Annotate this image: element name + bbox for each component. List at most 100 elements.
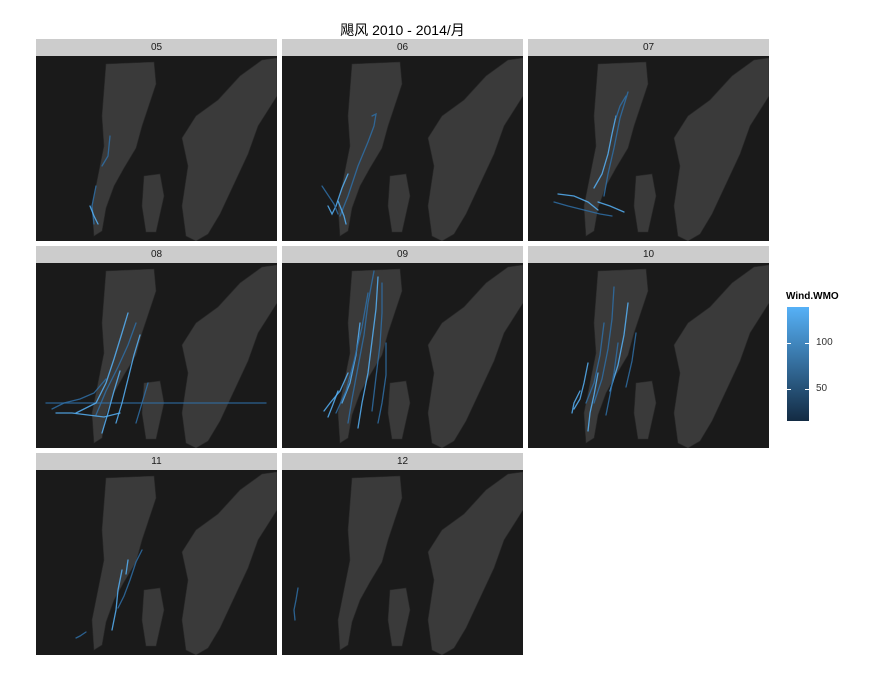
storm-track <box>339 112 377 217</box>
storm-track <box>625 332 637 388</box>
land-shape <box>181 471 277 655</box>
land-shape <box>141 587 165 647</box>
legend-mark-right-100 <box>805 343 809 345</box>
storm-track <box>593 286 615 404</box>
facet-05: 05 <box>36 39 277 241</box>
storm-track <box>327 390 339 418</box>
storm-track <box>115 334 141 424</box>
land-shape <box>633 173 657 233</box>
facet-map <box>553 57 769 241</box>
land-shape <box>337 475 403 651</box>
land-shape <box>181 264 277 448</box>
land-shape <box>387 587 411 647</box>
storm-track <box>585 322 605 404</box>
facet-panel <box>282 263 523 448</box>
facet-12: 12 <box>282 453 523 655</box>
storm-track <box>337 200 347 225</box>
land-shape <box>387 380 411 440</box>
storm-track <box>603 91 629 197</box>
storm-track <box>327 173 349 216</box>
facet-panel <box>36 56 277 241</box>
legend-mark-right-50 <box>805 389 809 391</box>
storm-track <box>341 322 361 404</box>
storm-track <box>347 270 375 424</box>
storm-track <box>553 201 613 217</box>
legend-tick-50: 50 <box>816 383 828 395</box>
storm-track <box>75 312 129 414</box>
storm-track <box>101 370 121 434</box>
storm-track <box>571 390 581 414</box>
facet-07: 07 <box>528 39 769 241</box>
facet-10: 10 <box>528 246 769 448</box>
storm-track <box>117 549 143 609</box>
facet-strip-label: 08 <box>36 246 277 263</box>
facet-strip-label: 10 <box>528 246 769 263</box>
land-shape <box>181 57 277 241</box>
land-shape <box>673 57 769 241</box>
facet-panel <box>528 56 769 241</box>
facet-panel <box>282 470 523 655</box>
storm-track <box>95 322 137 416</box>
legend-tick-100: 100 <box>816 337 833 349</box>
facet-06: 06 <box>282 39 523 241</box>
storm-track <box>55 412 121 418</box>
legend-title: Wind.WMO <box>786 291 839 302</box>
land-shape <box>583 61 649 237</box>
land-shape <box>633 380 657 440</box>
chart-title: 飓风 2010 - 2014/月 <box>340 22 465 38</box>
storm-track <box>51 378 107 410</box>
facet-map <box>321 57 523 241</box>
storm-track <box>125 559 129 575</box>
facet-strip-label: 09 <box>282 246 523 263</box>
storm-track <box>557 193 599 211</box>
storm-track <box>597 201 625 213</box>
facet-map <box>89 57 277 241</box>
storm-track <box>573 362 589 410</box>
storm-track <box>371 282 383 412</box>
facet-map <box>293 471 523 655</box>
facet-panel <box>282 56 523 241</box>
storm-track <box>605 342 619 416</box>
facet-map <box>45 264 277 448</box>
storm-track <box>609 302 629 392</box>
storm-track <box>615 95 627 119</box>
land-shape <box>337 61 403 237</box>
legend-mark-left-50 <box>787 389 791 391</box>
facet-panel <box>528 263 769 448</box>
facet-map <box>75 471 277 655</box>
facet-strip-label: 12 <box>282 453 523 470</box>
facet-11: 11 <box>36 453 277 655</box>
land-shape <box>427 471 523 655</box>
land-shape <box>673 264 769 448</box>
legend-colorbar <box>787 307 809 421</box>
storm-track <box>101 135 111 167</box>
facet-panel <box>36 263 277 448</box>
storm-track <box>135 382 149 424</box>
storm-track <box>323 372 349 412</box>
storm-track <box>335 292 369 414</box>
legend-mark-left-100 <box>787 343 791 345</box>
land-shape <box>141 173 165 233</box>
facet-09: 09 <box>282 246 523 448</box>
facet-map <box>571 264 769 448</box>
facet-panel <box>36 470 277 655</box>
storm-track <box>587 372 599 432</box>
land-shape <box>427 264 523 448</box>
storm-track <box>91 185 97 225</box>
land-shape <box>427 57 523 241</box>
storm-track <box>75 631 87 639</box>
storm-track <box>321 185 339 215</box>
facet-strip-label: 11 <box>36 453 277 470</box>
land-shape <box>141 380 165 440</box>
facet-strip-label: 05 <box>36 39 277 56</box>
land-shape <box>387 173 411 233</box>
land-shape <box>91 61 157 237</box>
facet-strip-label: 06 <box>282 39 523 56</box>
storm-track <box>593 115 617 189</box>
storm-track <box>111 569 123 631</box>
storm-track <box>89 205 99 225</box>
facet-strip-label: 07 <box>528 39 769 56</box>
storm-track <box>293 587 299 621</box>
color-legend: Wind.WMO 100 50 <box>786 291 866 421</box>
storm-track <box>377 342 387 424</box>
